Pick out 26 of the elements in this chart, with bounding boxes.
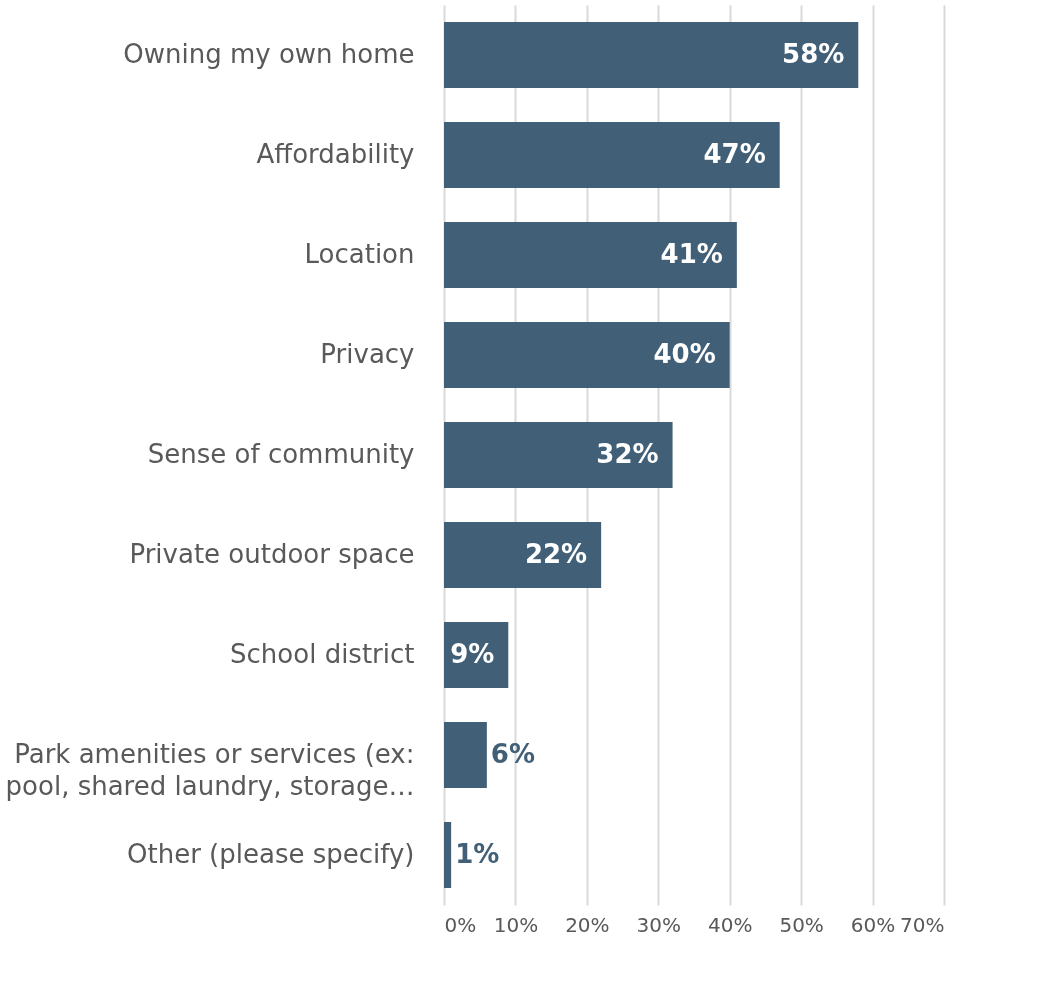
x-tick-label: 20% xyxy=(565,912,610,937)
data-label: 40% xyxy=(653,339,716,369)
y-tick-label: Private outdoor space xyxy=(129,539,415,569)
data-label: 47% xyxy=(703,139,766,169)
data-label: 41% xyxy=(660,239,723,269)
data-label: 58% xyxy=(782,39,845,69)
y-tick-label: Sense of community xyxy=(147,439,415,469)
y-tick-label: Park amenities or services (ex: pool, shared laundry, storage… xyxy=(5,739,415,801)
y-tick-label: Privacy xyxy=(320,339,415,369)
y-tick-label: Other (please specify) xyxy=(127,839,415,869)
data-label: 9% xyxy=(450,639,495,669)
x-tick-label: 50% xyxy=(779,912,824,937)
data-label: 1% xyxy=(455,839,500,869)
y-tick-label: Owning my own home xyxy=(123,39,415,69)
x-tick-label: 40% xyxy=(707,912,753,937)
x-tick-label: 70% xyxy=(900,912,945,937)
x-tick-label: 60% xyxy=(850,912,896,937)
y-tick-label: Affordability xyxy=(256,139,415,169)
x-tick-label: 30% xyxy=(636,912,682,937)
x-tick-label: 0% xyxy=(444,912,477,937)
y-tick-label: School district xyxy=(230,639,415,669)
data-label: 22% xyxy=(524,539,588,569)
x-tick-label: 10% xyxy=(493,912,539,937)
y-tick-label: Location xyxy=(304,239,415,269)
data-label: 6% xyxy=(490,739,536,769)
data-label: 32% xyxy=(596,439,659,469)
